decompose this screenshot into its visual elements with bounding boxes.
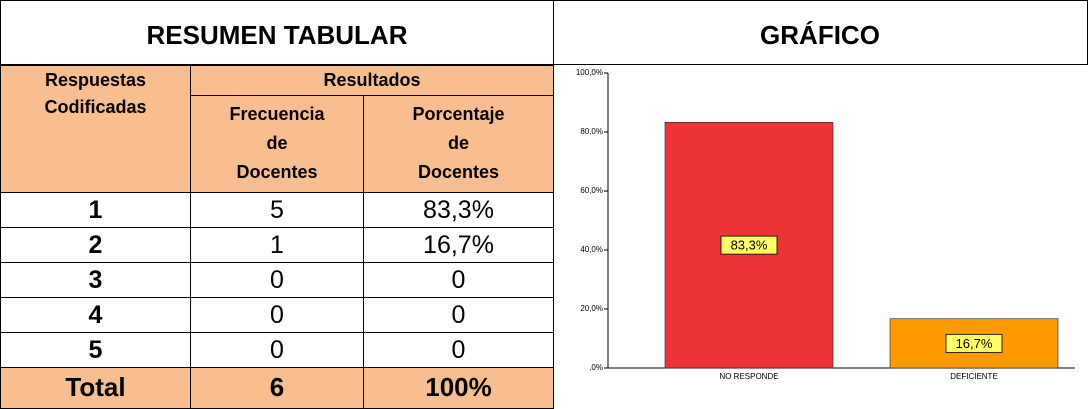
table-cell: 0 bbox=[190, 332, 364, 368]
table-cell: 0 bbox=[363, 262, 554, 298]
chart: ,0% 20,0% 40,0% 60,0% 80,0% 100,0% NO RESPONDE… bbox=[576, 68, 1075, 381]
table-row: 1 5 83,3% bbox=[0, 192, 554, 228]
table-cell: 0 bbox=[363, 332, 554, 368]
table-cell: Total bbox=[0, 367, 191, 409]
table-cell: 5 bbox=[190, 192, 364, 228]
y-tick-label: 100,0% bbox=[576, 68, 603, 77]
right-title: GRÁFICO bbox=[553, 0, 1088, 65]
summary-table: Respuestas Codificadas Resultados Frecuen… bbox=[0, 65, 554, 409]
value-label-box bbox=[945, 333, 1003, 353]
table-cell: 0 bbox=[190, 297, 364, 333]
header-line: de bbox=[447, 133, 469, 153]
value-label: 16,7% bbox=[956, 336, 993, 351]
table-body: 1 5 83,3% 2 1 16,7% 3 0 0 4 0 0 5 0 0 Total 6 100% bbox=[0, 192, 554, 409]
y-tick-label: 40,0% bbox=[580, 245, 603, 254]
header-line: de bbox=[266, 133, 288, 153]
value-label-box bbox=[720, 235, 778, 255]
value-label: 83,3% bbox=[731, 238, 768, 253]
table-cell: 1 bbox=[0, 192, 191, 228]
table-cell: 1 bbox=[190, 227, 364, 263]
header-line: Docentes bbox=[417, 162, 500, 182]
y-tick-label: 80,0% bbox=[580, 127, 603, 136]
header-line: Docentes bbox=[236, 162, 318, 182]
table-cell: 0 bbox=[363, 297, 554, 333]
header-line: Codificadas bbox=[44, 97, 147, 117]
table-cell: 6 bbox=[190, 367, 364, 409]
table-cell: 4 bbox=[0, 297, 191, 333]
codes-header: Respuestas Codificadas bbox=[0, 65, 191, 193]
header-line: Porcentaje bbox=[412, 104, 505, 124]
x-tick-label: DEFICIENTE bbox=[950, 372, 998, 381]
x-tick-label: NO RESPONDE bbox=[719, 372, 778, 381]
table-cell: 5 bbox=[0, 332, 191, 368]
table-row: Total 6 100% bbox=[0, 367, 554, 409]
percent-header: Porcentaje de Docentes bbox=[363, 95, 554, 193]
y-tick-label: 60,0% bbox=[580, 186, 603, 195]
table-cell: 2 bbox=[0, 227, 191, 263]
table-row: 2 1 16,7% bbox=[0, 227, 554, 263]
y-tick-label: 20,0% bbox=[580, 304, 603, 313]
table-cell: 16,7% bbox=[363, 227, 554, 263]
left-title: RESUMEN TABULAR bbox=[0, 0, 554, 65]
table-cell: 3 bbox=[0, 262, 191, 298]
y-tick-label: ,0% bbox=[589, 363, 603, 372]
header-line: Respuestas bbox=[44, 70, 147, 90]
table-cell: 100% bbox=[363, 367, 554, 409]
table-cell: 0 bbox=[190, 262, 364, 298]
frequency-header: Frecuencia de Docentes bbox=[190, 95, 364, 193]
group-header: Resultados bbox=[190, 65, 554, 96]
table-cell: 83,3% bbox=[363, 192, 554, 228]
header-line: Frecuencia bbox=[229, 104, 325, 124]
